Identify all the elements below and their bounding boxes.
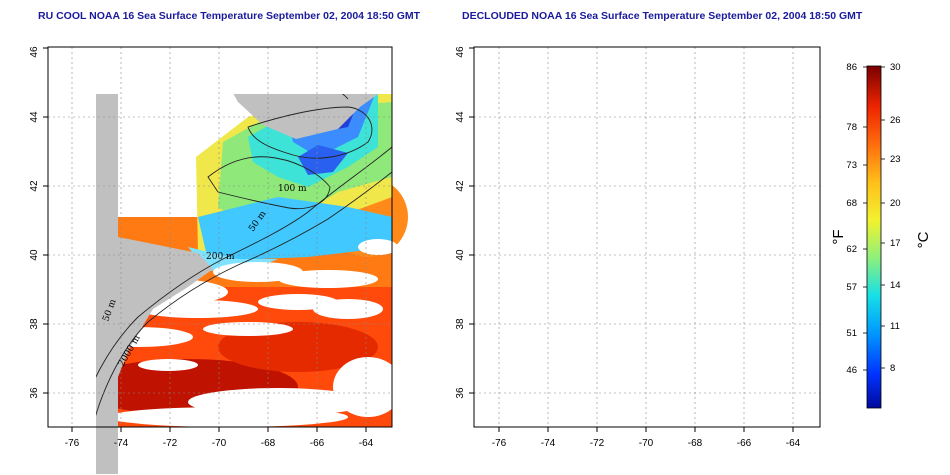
right-lat-label: 42	[455, 180, 466, 192]
right-map: 200 m 100 m 100 m 50 m 50 m 2000 m	[455, 46, 821, 449]
colorbar-f-label: 68	[846, 198, 857, 209]
left-lat-label: 40	[29, 249, 40, 261]
colorbar-f-label: 73	[846, 160, 857, 171]
left-map-frame	[47, 46, 393, 428]
left-lon-label: -76	[65, 438, 80, 449]
left-map-title: RU COOL NOAA 16 Sea Surface Temperature …	[38, 10, 421, 22]
left-lat-label: 42	[29, 180, 40, 192]
colorbar-c-label: 8	[890, 363, 895, 374]
colorbar-f-labels: 86 78 73 68 62 57 51 46	[846, 62, 857, 376]
right-lat-tick-labels: 36 38 40 42 44 46	[455, 46, 466, 399]
left-lat-tick-labels: 36 38 40 42 44 46	[29, 46, 40, 399]
colorbar-f-label: 78	[846, 122, 857, 133]
left-contour-label-100m: 100 m	[278, 184, 307, 194]
left-lat-label: 46	[29, 46, 40, 58]
left-contour-label-200m: 200 m	[206, 252, 235, 262]
colorbar-c-label: 14	[890, 280, 901, 291]
colorbar-f-label: 46	[846, 365, 857, 376]
right-lon-label: -74	[541, 438, 556, 449]
left-lon-label: -64	[359, 438, 374, 449]
right-lon-label: -66	[737, 438, 752, 449]
colorbar-ticks	[863, 66, 885, 371]
colorbar-c-label: 26	[890, 115, 901, 126]
colorbar-ramp	[866, 65, 882, 409]
colorbar-f-label: 57	[846, 282, 857, 293]
right-gridlines	[474, 47, 820, 427]
colorbar-c-labels: 30 26 23 20 17 14 11 8	[890, 62, 901, 374]
colorbar-f-label: 62	[846, 244, 857, 255]
right-lon-label: -64	[786, 438, 801, 449]
left-lon-tick-labels: -76 -74 -72 -70 -68 -66 -64	[65, 438, 374, 449]
right-lat-label: 36	[455, 387, 466, 399]
right-map-background	[474, 47, 820, 427]
right-lat-label: 44	[455, 111, 466, 123]
left-bathymetry-contours	[96, 94, 393, 417]
colorbar-c-label: 30	[890, 62, 901, 73]
left-lat-label: 36	[29, 387, 40, 399]
colorbar-c-label: 11	[890, 321, 900, 332]
left-map: 200 m 100 m 50 m 50 m 2000 m	[29, 46, 408, 474]
right-map-frame	[473, 46, 821, 428]
right-lon-label: -76	[492, 438, 507, 449]
right-lat-label: 40	[455, 249, 466, 261]
right-map-title: DECLOUDED NOAA 16 Sea Surface Temperatur…	[462, 10, 863, 22]
colorbar-f-label: 51	[846, 328, 857, 339]
left-lat-label: 38	[29, 318, 40, 330]
left-lon-label: -68	[261, 438, 276, 449]
right-lon-label: -68	[688, 438, 703, 449]
left-bay-fundy-blue	[298, 145, 348, 175]
left-slope-blue	[198, 197, 392, 261]
left-axis-ticks	[43, 47, 367, 432]
left-lon-label: -70	[212, 438, 227, 449]
colorbar: 86 78 73 68 62 57 51 46 30 26 23 20 17 1…	[830, 62, 932, 409]
right-lon-label: -70	[639, 438, 654, 449]
left-lat-label: 44	[29, 111, 40, 123]
right-lat-label: 38	[455, 318, 466, 330]
colorbar-f-label: 86	[846, 62, 857, 73]
right-lon-label: -72	[590, 438, 605, 449]
right-axis-ticks	[469, 47, 794, 432]
right-lon-tick-labels: -76 -74 -72 -70 -68 -66 -64	[492, 438, 801, 449]
left-lon-label: -74	[114, 438, 129, 449]
colorbar-c-label: 23	[890, 154, 901, 165]
right-lat-label: 46	[455, 46, 466, 58]
colorbar-c-label: 20	[890, 198, 901, 209]
colorbar-c-label: 17	[890, 238, 901, 249]
left-lon-label: -72	[163, 438, 178, 449]
left-lon-label: -66	[310, 438, 325, 449]
colorbar-unit-fahrenheit: °F	[830, 229, 847, 244]
colorbar-unit-celsius: °C	[915, 231, 932, 248]
left-gridlines	[48, 47, 392, 427]
